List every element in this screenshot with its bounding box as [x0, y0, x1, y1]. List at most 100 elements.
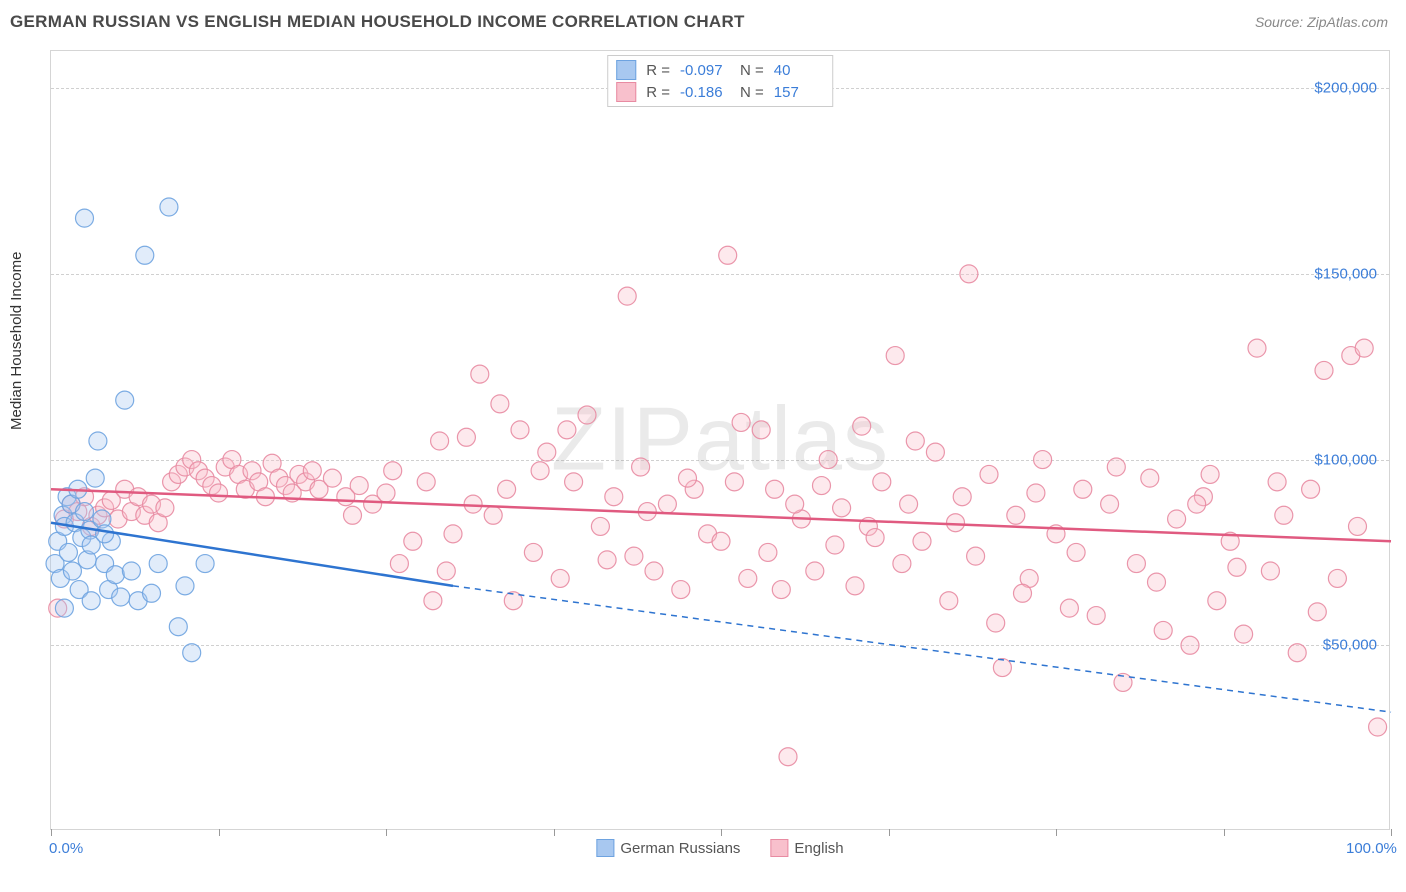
- scatter-point: [598, 551, 616, 569]
- scatter-point: [431, 432, 449, 450]
- scatter-point: [89, 432, 107, 450]
- scatter-point: [826, 536, 844, 554]
- scatter-point: [591, 517, 609, 535]
- scatter-point: [59, 543, 77, 561]
- scatter-point: [960, 265, 978, 283]
- scatter-point: [1168, 510, 1186, 528]
- scatter-point: [658, 495, 676, 513]
- x-tick-mark: [889, 829, 890, 836]
- scatter-point: [116, 391, 134, 409]
- scatter-point: [993, 659, 1011, 677]
- scatter-point: [1148, 573, 1166, 591]
- scatter-point: [323, 469, 341, 487]
- y-tick-label: $50,000: [1323, 637, 1377, 654]
- source-attribution: Source: ZipAtlas.com: [1255, 14, 1388, 30]
- scatter-point: [1067, 543, 1085, 561]
- x-tick-mark: [1056, 829, 1057, 836]
- scatter-point: [1007, 506, 1025, 524]
- y-axis-label: Median Household Income: [8, 252, 25, 430]
- legend-r-label: R =: [646, 84, 670, 101]
- scatter-point: [63, 562, 81, 580]
- legend-n-label: N =: [740, 84, 764, 101]
- scatter-point: [886, 347, 904, 365]
- scatter-point: [437, 562, 455, 580]
- scatter-point: [404, 532, 422, 550]
- scatter-point: [524, 543, 542, 561]
- scatter-point: [1027, 484, 1045, 502]
- scatter-point: [491, 395, 509, 413]
- legend-swatch: [596, 839, 614, 857]
- scatter-point: [732, 413, 750, 431]
- scatter-point: [1288, 644, 1306, 662]
- scatter-point: [1308, 603, 1326, 621]
- scatter-point: [112, 588, 130, 606]
- scatter-point: [444, 525, 462, 543]
- scatter-point: [471, 365, 489, 383]
- scatter-point: [1268, 473, 1286, 491]
- scatter-point: [76, 209, 94, 227]
- scatter-point: [1074, 480, 1092, 498]
- scatter-point: [819, 451, 837, 469]
- scatter-point: [183, 644, 201, 662]
- scatter-point: [1228, 558, 1246, 576]
- legend-n-value: 157: [774, 84, 824, 101]
- scatter-point: [558, 421, 576, 439]
- scatter-point: [1101, 495, 1119, 513]
- legend-swatch: [616, 60, 636, 80]
- x-tick-mark: [1391, 829, 1392, 836]
- scatter-point: [143, 584, 161, 602]
- scatter-point: [106, 566, 124, 584]
- scatter-point: [719, 246, 737, 264]
- legend-row: R = -0.097 N = 40: [616, 59, 824, 81]
- scatter-point: [926, 443, 944, 461]
- scatter-point: [866, 529, 884, 547]
- scatter-point: [160, 198, 178, 216]
- scatter-point: [618, 287, 636, 305]
- scatter-point: [980, 465, 998, 483]
- scatter-point: [86, 469, 104, 487]
- scatter-point: [76, 503, 94, 521]
- scatter-point: [565, 473, 583, 491]
- scatter-point: [632, 458, 650, 476]
- scatter-point: [752, 421, 770, 439]
- x-tick-label: 0.0%: [49, 840, 83, 857]
- scatter-point: [1261, 562, 1279, 580]
- scatter-point: [786, 495, 804, 513]
- scatter-point: [739, 569, 757, 587]
- scatter-point: [772, 581, 790, 599]
- x-tick-mark: [1224, 829, 1225, 836]
- scatter-point: [1208, 592, 1226, 610]
- scatter-point: [1355, 339, 1373, 357]
- chart-title: GERMAN RUSSIAN VS ENGLISH MEDIAN HOUSEHO…: [10, 12, 745, 32]
- scatter-point: [82, 592, 100, 610]
- scatter-point: [1154, 621, 1172, 639]
- scatter-point: [464, 495, 482, 513]
- scatter-point: [873, 473, 891, 491]
- legend-series: German RussiansEnglish: [596, 839, 843, 857]
- x-tick-mark: [219, 829, 220, 836]
- scatter-point: [940, 592, 958, 610]
- scatter-point: [511, 421, 529, 439]
- scatter-point: [846, 577, 864, 595]
- scatter-point: [303, 462, 321, 480]
- legend-row: R = -0.186 N = 157: [616, 81, 824, 103]
- x-tick-mark: [554, 829, 555, 836]
- scatter-point: [679, 469, 697, 487]
- scatter-point: [1201, 465, 1219, 483]
- x-tick-mark: [51, 829, 52, 836]
- scatter-point: [1328, 569, 1346, 587]
- scatter-point: [1141, 469, 1159, 487]
- scatter-point: [913, 532, 931, 550]
- scatter-point: [725, 473, 743, 491]
- plot-area: ZIPatlas R = -0.097 N = 40 R = -0.186 N …: [50, 50, 1390, 830]
- scatter-point: [424, 592, 442, 610]
- legend-swatch: [616, 82, 636, 102]
- scatter-point: [531, 462, 549, 480]
- scatter-point: [893, 555, 911, 573]
- scatter-point: [813, 477, 831, 495]
- scatter-point: [672, 581, 690, 599]
- scatter-point: [417, 473, 435, 491]
- x-tick-label: 100.0%: [1346, 840, 1397, 857]
- scatter-point: [136, 246, 154, 264]
- scatter-point: [1235, 625, 1253, 643]
